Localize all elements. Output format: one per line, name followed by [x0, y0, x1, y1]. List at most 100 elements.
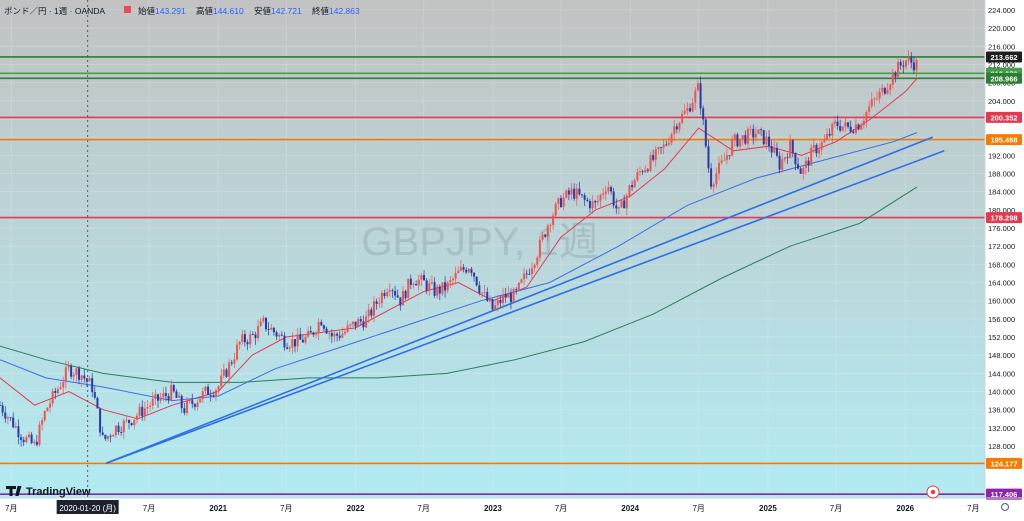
candle-body — [120, 432, 123, 433]
candle-body — [681, 113, 684, 123]
candle-body — [399, 297, 402, 306]
candle-body — [394, 291, 397, 296]
candle-body — [307, 331, 310, 337]
candle-body — [49, 403, 52, 408]
candle-body — [270, 327, 273, 330]
candle-body — [775, 148, 778, 156]
time-tick-label: 7月 — [830, 504, 842, 513]
price-level-tag — [986, 134, 1022, 146]
price-tick-label: 216.000 — [988, 42, 1015, 51]
candle-body — [122, 420, 125, 433]
candle-body — [897, 62, 900, 77]
candle-body — [870, 99, 873, 107]
candle-body — [217, 386, 220, 391]
candle-body — [141, 406, 144, 417]
symbol-header[interactable]: ポンド／円 · 1週 · OANDA 始値 143.291 高値 144.610 安値 1… — [4, 6, 360, 16]
watermark: GBPJPY, 1週 — [361, 220, 598, 264]
candle-body — [449, 280, 452, 283]
candle-body — [778, 155, 781, 170]
candle-body — [341, 333, 344, 338]
candle-body — [204, 386, 207, 392]
candle-body — [265, 317, 268, 330]
candle-body — [728, 155, 731, 156]
horizontal-levels[interactable] — [0, 56, 985, 495]
price-tick-label: 224.000 — [988, 6, 1015, 15]
candle-body — [415, 283, 418, 286]
candle-body — [193, 404, 196, 407]
candle-body — [246, 342, 249, 345]
time-tick-label: 7月 — [280, 504, 292, 513]
candle-body — [473, 272, 476, 277]
grid — [0, 0, 985, 498]
trend-line[interactable] — [105, 136, 933, 465]
candle-body — [4, 412, 7, 419]
candle-body — [707, 146, 710, 169]
candle-body — [378, 303, 381, 304]
candle-body — [33, 441, 36, 444]
candle-body — [678, 122, 681, 130]
ohlc-value: 143.291 — [155, 6, 186, 16]
candle-body — [625, 195, 628, 209]
trend-line[interactable] — [105, 150, 945, 465]
candle-body — [612, 191, 615, 206]
tradingview-logo[interactable]: TradingView — [6, 486, 91, 498]
time-tick-label: 7月 — [967, 504, 979, 513]
candle-body — [162, 393, 165, 398]
candle-body — [159, 397, 162, 401]
candle-body — [17, 426, 20, 438]
candle-body — [367, 309, 370, 317]
go-to-realtime-button[interactable] — [926, 485, 940, 499]
candle-body — [528, 273, 531, 275]
candle-body — [631, 185, 634, 188]
candle-body — [891, 72, 894, 85]
candle-body — [712, 184, 715, 187]
candle-body — [741, 135, 744, 139]
candle-body — [309, 331, 312, 333]
candle-body — [525, 273, 528, 275]
candle-body — [894, 72, 897, 77]
candle-body — [768, 136, 771, 147]
candle-body — [873, 98, 876, 100]
candle-body — [299, 334, 302, 340]
candle-body — [480, 292, 483, 294]
candle-body — [354, 321, 357, 327]
candle-body — [56, 388, 59, 394]
time-tick-label: 7月 — [5, 504, 17, 513]
candle-body — [823, 139, 826, 143]
candle-body — [667, 142, 670, 145]
candle-body — [41, 420, 44, 425]
candle-body — [475, 276, 478, 286]
candle-body — [409, 278, 412, 285]
candle-body — [135, 415, 138, 420]
candle-body — [733, 134, 736, 141]
candle-body — [88, 378, 91, 382]
candle-body — [201, 391, 204, 400]
candle-body — [430, 282, 433, 284]
candle-body — [649, 155, 652, 171]
candle-body — [515, 289, 518, 290]
settings-button[interactable] — [1000, 502, 1010, 512]
price-level-tag — [986, 212, 1022, 224]
moving-average-long — [0, 186, 918, 383]
candle-body — [804, 160, 807, 168]
logo-text: TradingView — [26, 486, 91, 498]
candle-body — [170, 385, 173, 401]
time-axis[interactable]: 7月 7月 2021 7月 2022 7月 2023 7月 2024 7月 2025 7月 2026 7月 — [0, 497, 1024, 513]
tradingview-logo-icon — [6, 486, 22, 496]
price-tick-label: 184.000 — [988, 188, 1015, 197]
candle-body — [831, 123, 834, 136]
price-tick-label: 156.000 — [988, 315, 1015, 324]
candle-body — [0, 405, 1, 406]
candle-body — [559, 198, 562, 208]
candle-body — [739, 138, 742, 147]
candle-body — [257, 326, 260, 339]
trend-lines[interactable] — [105, 136, 945, 465]
candle-body — [596, 200, 599, 203]
price-tick-label: 144.000 — [988, 369, 1015, 378]
candle-body — [902, 65, 905, 67]
candle-body — [715, 173, 718, 185]
symbol-title[interactable]: ポンド／円 · 1週 · OANDA — [4, 6, 105, 16]
candle-body — [133, 419, 136, 425]
